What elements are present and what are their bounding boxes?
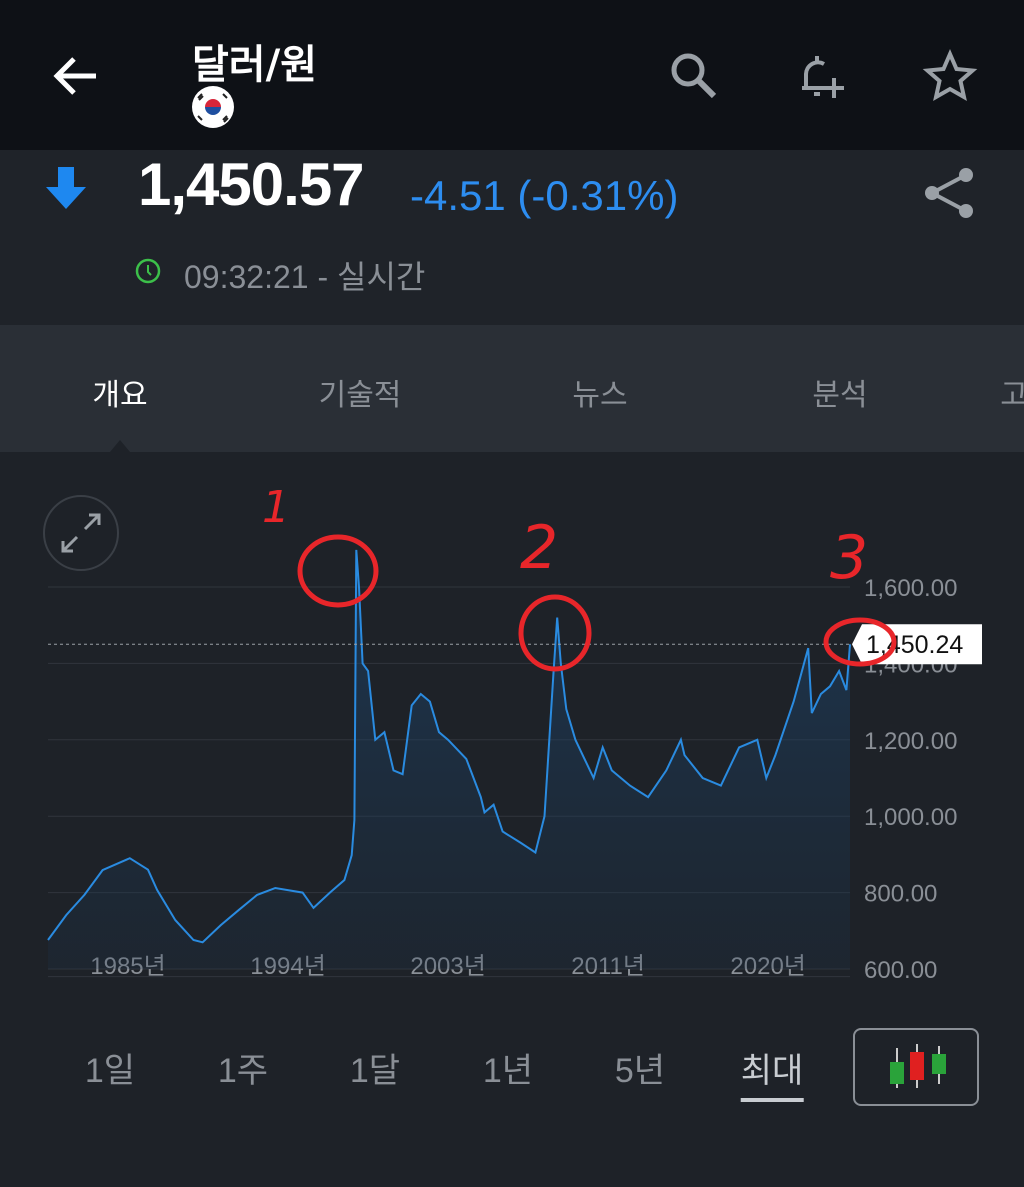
y-tick-label: 1,600.00 (864, 575, 957, 602)
active-tab-indicator (110, 440, 130, 452)
annotation-label: 1 (262, 482, 290, 533)
page-title: 달러/원 (192, 42, 318, 88)
share-icon[interactable] (922, 165, 978, 221)
tab-news[interactable]: 뉴스 (572, 378, 628, 413)
expand-chart-button[interactable] (43, 495, 119, 571)
price-change: -4.51 (-0.31%) (410, 172, 679, 219)
period-5y[interactable]: 5년 (614, 1052, 666, 1090)
period-1d[interactable]: 1일 (84, 1052, 136, 1090)
period-1y[interactable]: 1년 (482, 1052, 534, 1090)
chart-type-button[interactable] (853, 1028, 979, 1106)
south-korea-flag-icon (192, 86, 234, 128)
clock-icon (135, 258, 161, 284)
search-icon[interactable] (666, 48, 722, 104)
annotation-circle (518, 594, 592, 672)
arrow-left-icon[interactable] (50, 50, 102, 102)
expand-icon (61, 513, 101, 553)
annotation-label: 3 (830, 523, 868, 593)
candlestick-icon (890, 1044, 946, 1088)
tab-analysis[interactable]: 분석 (812, 378, 868, 413)
current-price: 1,450.57 (138, 151, 365, 218)
tab-bar (0, 325, 1024, 452)
annotation-circle (823, 617, 897, 667)
area-fill (48, 549, 850, 969)
period-1w[interactable]: 1주 (217, 1052, 269, 1090)
star-icon[interactable] (922, 48, 978, 104)
quote-panel (0, 150, 1024, 325)
period-max[interactable]: 최대 (740, 1043, 804, 1102)
annotation-label: 2 (520, 513, 558, 583)
annotation-circle (297, 534, 379, 608)
price-chart[interactable]: 1,600.001,400.001,200.001,000.00800.0060… (0, 452, 1024, 1012)
arrow-down-icon (46, 167, 86, 209)
period-1m[interactable]: 1달 (349, 1052, 401, 1090)
y-tick-label: 1,200.00 (864, 728, 957, 755)
price-line (47, 549, 851, 944)
bell-plus-icon[interactable] (792, 48, 848, 104)
tab-technical[interactable]: 기술적 (318, 378, 402, 413)
y-tick-label: 600.00 (864, 957, 937, 984)
quote-time: 09:32:21 - 실시간 (184, 259, 426, 295)
current-price-label: 1,450.24 (866, 631, 963, 659)
y-tick-label: 800.00 (864, 881, 937, 908)
tab-more[interactable]: 고 (1000, 378, 1024, 413)
top-app-bar (0, 0, 1024, 150)
y-tick-label: 1,000.00 (864, 804, 957, 831)
tab-overview[interactable]: 개요 (92, 378, 148, 413)
